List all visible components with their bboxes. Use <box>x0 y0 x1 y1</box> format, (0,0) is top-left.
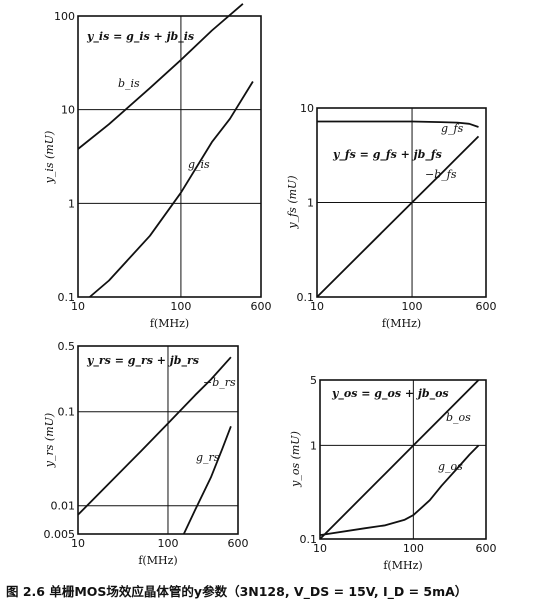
chart-2: 10 100 600 0.1 1 10 f(MHz) y_fs (mU) y_fs = g_fs… <box>286 102 497 330</box>
series-label: −b_fs <box>425 168 457 181</box>
x-tick-label: 100 <box>403 542 424 555</box>
x-tick-label: 10 <box>71 537 85 550</box>
y-tick-label: 0.01 <box>51 500 76 513</box>
y-tick-label: 0.1 <box>300 533 318 546</box>
series-line-2 <box>319 444 480 536</box>
y-tick-label: 0.5 <box>58 340 76 353</box>
plot-frame <box>77 15 262 298</box>
y-axis-label: y_fs (mU) <box>286 175 299 229</box>
series-label: g_rs <box>196 451 220 464</box>
y-tick-label: 5 <box>310 374 317 387</box>
series-line-1 <box>77 3 244 150</box>
y-tick-label: 0.1 <box>297 291 315 304</box>
y-tick-label: 100 <box>54 10 75 23</box>
y-tick-label: 0.005 <box>44 528 76 541</box>
x-tick-label: 10 <box>313 542 327 555</box>
series-line-2 <box>182 425 232 535</box>
x-tick-label: 600 <box>476 300 497 313</box>
series-label: b_is <box>118 77 140 90</box>
chart-3: 10 100 600 0.005 0.01 0.1 0.5 f(MHz) y_rs (mU) y_… <box>43 340 249 567</box>
series-line-2 <box>316 135 480 298</box>
x-tick-label: 100 <box>170 300 191 313</box>
y-tick-label: 1 <box>310 439 317 452</box>
plot-frame <box>77 345 239 535</box>
y-axis-label: y_rs (mU) <box>43 413 56 468</box>
series-line-1 <box>77 356 232 516</box>
x-tick-label: 10 <box>310 300 324 313</box>
y-tick-label: 0.1 <box>58 406 76 419</box>
x-axis-label: f(MHz) <box>383 559 422 572</box>
equation-label: y_fs = g_fs + jb_fs <box>332 148 442 162</box>
plot-frame <box>319 379 487 540</box>
series-label: −b_rs <box>203 376 236 389</box>
y-tick-label: 0.1 <box>58 291 76 304</box>
equation-label: y_os = g_os + jb_os <box>331 387 449 401</box>
series-line-1 <box>319 379 480 540</box>
series-label: b_os <box>446 411 471 424</box>
x-tick-label: 100 <box>157 537 178 550</box>
x-tick-label: 10 <box>71 300 85 313</box>
series-line-2 <box>89 81 254 298</box>
y-axis-label: y_os (mU) <box>289 431 302 488</box>
x-tick-label: 600 <box>228 537 249 550</box>
figure-caption: 图 2.6 单栅MOS场效应晶体管的y参数（3N128, V_DS = 15V,… <box>6 584 468 599</box>
series-label: g_os <box>438 460 463 473</box>
x-axis-label: f(MHz) <box>138 554 177 567</box>
series-label: g_fs <box>441 122 464 135</box>
x-axis-label: f(MHz) <box>150 317 189 330</box>
equation-label: y_rs = g_rs + jb_rs <box>86 354 199 368</box>
y-tick-label: 1 <box>307 197 314 210</box>
equation-label: y_is = g_is + jb_is <box>86 30 194 44</box>
x-axis-label: f(MHz) <box>382 317 421 330</box>
x-tick-label: 100 <box>402 300 423 313</box>
y-tick-label: 1 <box>68 197 75 210</box>
chart-1: 10 100 600 0.1 1 10 100 f(MHz) y_is (mU) y_is = g… <box>43 3 272 330</box>
series-label: g_is <box>188 158 210 171</box>
chart-4: 10 100 600 0.1 1 5 f(MHz) y_os (mU) y_os = g_os … <box>289 374 497 572</box>
x-tick-label: 600 <box>251 300 272 313</box>
series-line-1 <box>317 120 479 128</box>
y-tick-label: 10 <box>61 104 75 117</box>
y-axis-label: y_is (mU) <box>43 131 56 185</box>
y-tick-label: 10 <box>300 102 314 115</box>
x-tick-label: 600 <box>476 542 497 555</box>
